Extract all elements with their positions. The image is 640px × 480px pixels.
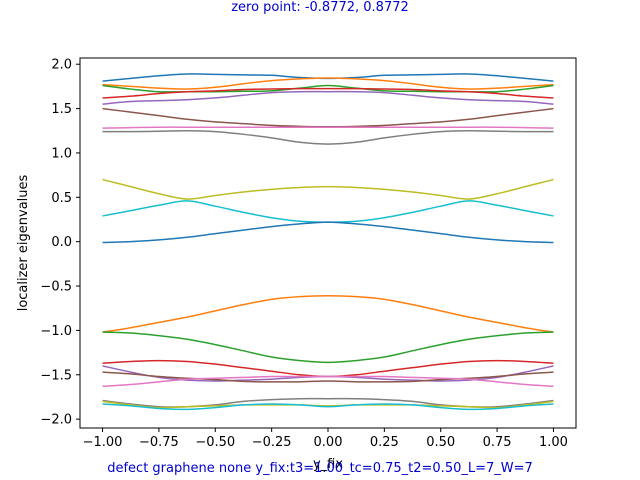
y-tick-label: −2.0 (40, 413, 72, 428)
x-tick-label: −0.75 (139, 435, 179, 450)
series-line-16 (102, 371, 554, 383)
y-tick-label: −1.5 (40, 368, 72, 383)
x-tick-label: 0.00 (314, 435, 343, 450)
series-line-8 (102, 129, 554, 145)
series-line-9 (102, 178, 554, 200)
zero-point-label: zero point: -0.8772, 0.8772 (231, 0, 409, 15)
x-tick-label: −1.00 (83, 435, 123, 450)
y-tick-label: 0.0 (51, 235, 72, 250)
x-tick-label: 1.00 (539, 435, 568, 450)
x-tick-label: 0.75 (483, 435, 512, 450)
x-axis: −1.00 −0.75 −0.50 −0.25 0.00 0.25 0.50 0.75 1.00 (83, 428, 568, 450)
series-line-20 (102, 403, 554, 411)
caption-label: defect graphene none y_fix:t3=1.00_tc=0.… (107, 461, 533, 476)
x-tick-label: 0.25 (370, 435, 399, 450)
x-axis-label: y_fix (313, 457, 343, 472)
y-axis-label: localizer eigenvalues (16, 174, 31, 311)
series-line-11 (102, 221, 554, 244)
x-tick-label: 0.50 (426, 435, 455, 450)
series-line-7 (102, 126, 554, 129)
series-line-13 (102, 331, 554, 364)
x-tick-label: −0.25 (252, 435, 292, 450)
x-tick-label: −0.50 (195, 435, 235, 450)
series-line-2 (102, 77, 554, 90)
y-tick-label: −0.5 (40, 280, 72, 295)
y-tick-label: −1.0 (40, 324, 72, 339)
series-line-4 (102, 87, 554, 99)
series-line-19 (102, 400, 554, 409)
y-tick-label: 2.0 (51, 58, 72, 73)
y-tick-label: 1.0 (51, 146, 72, 161)
series-line-17 (102, 375, 554, 388)
y-tick-label: 1.5 (51, 102, 72, 117)
y-axis: −2.0 −1.5 −1.0 −0.5 0.0 0.5 1.0 1.5 2.0 (40, 58, 80, 428)
y-tick-label: 0.5 (51, 191, 72, 206)
series-line-12 (102, 295, 554, 333)
series-line-5 (102, 90, 554, 105)
plot-lines (102, 73, 554, 411)
